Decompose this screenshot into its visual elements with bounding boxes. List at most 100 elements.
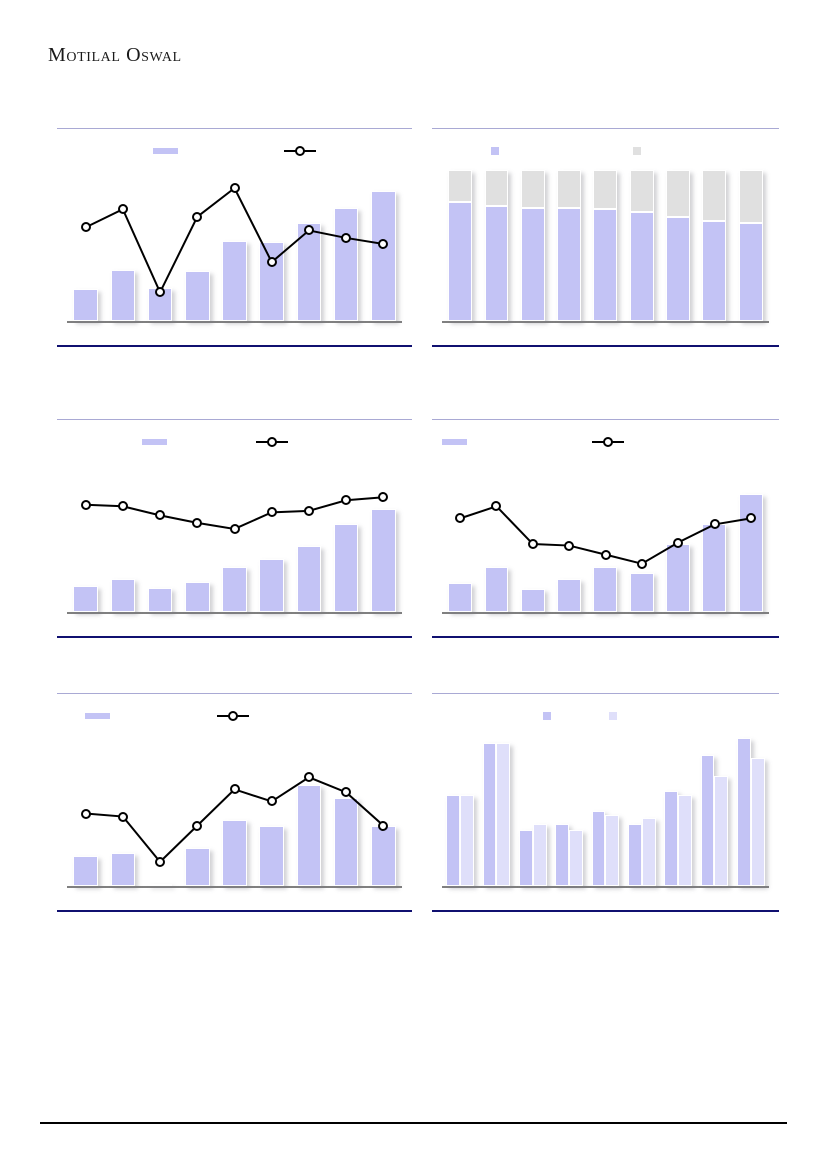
- line-data-point-marker[interactable]: [341, 232, 352, 243]
- bar[interactable]: [593, 566, 618, 612]
- bar-segment-lower[interactable]: [557, 207, 582, 321]
- line-data-point-marker[interactable]: [378, 238, 389, 249]
- stacked-bar[interactable]: [666, 170, 691, 321]
- stacked-bar[interactable]: [702, 170, 727, 321]
- bar-segment-lower[interactable]: [593, 209, 618, 321]
- line-data-point-marker[interactable]: [491, 501, 502, 512]
- line-data-point-marker[interactable]: [192, 517, 203, 528]
- line-data-point-marker[interactable]: [192, 820, 203, 831]
- bar[interactable]: [520, 589, 545, 612]
- line-data-point-marker[interactable]: [117, 204, 128, 215]
- legend-item[interactable]: [284, 144, 320, 158]
- line-data-point-marker[interactable]: [303, 772, 314, 783]
- bar[interactable]: [296, 784, 322, 886]
- legend-item[interactable]: [442, 435, 471, 449]
- bar[interactable]: [628, 824, 642, 886]
- bar-segment-upper[interactable]: [448, 170, 473, 202]
- line-data-point-marker[interactable]: [709, 519, 720, 530]
- bar[interactable]: [333, 798, 359, 886]
- legend-item[interactable]: [142, 435, 171, 449]
- line-data-point-marker[interactable]: [266, 257, 277, 268]
- stacked-bar[interactable]: [448, 170, 473, 321]
- line-data-point-marker[interactable]: [155, 287, 166, 298]
- bar[interactable]: [700, 754, 715, 886]
- bar[interactable]: [460, 795, 474, 886]
- bar[interactable]: [496, 742, 511, 886]
- bar[interactable]: [557, 578, 582, 612]
- stacked-bar[interactable]: [738, 170, 763, 321]
- bar-segment-lower[interactable]: [702, 221, 727, 321]
- bar[interactable]: [184, 271, 210, 321]
- line-data-point-marker[interactable]: [341, 495, 352, 506]
- bar[interactable]: [591, 810, 606, 886]
- bar[interactable]: [484, 566, 509, 612]
- bar[interactable]: [73, 289, 98, 321]
- bar[interactable]: [519, 830, 533, 886]
- line-data-point-marker[interactable]: [266, 796, 277, 807]
- bar[interactable]: [259, 559, 284, 612]
- stacked-bar[interactable]: [484, 170, 509, 321]
- legend-item[interactable]: [216, 709, 253, 723]
- bar[interactable]: [184, 848, 210, 886]
- legend-item[interactable]: [85, 709, 114, 723]
- line-data-point-marker[interactable]: [378, 492, 389, 503]
- bar[interactable]: [222, 566, 247, 612]
- bar-segment-lower[interactable]: [629, 212, 654, 321]
- bar[interactable]: [371, 191, 396, 321]
- bar[interactable]: [184, 581, 210, 612]
- bar[interactable]: [664, 790, 679, 886]
- bar-segment-lower[interactable]: [520, 207, 545, 321]
- bar-segment-upper[interactable]: [557, 170, 582, 208]
- bar[interactable]: [110, 852, 136, 886]
- bar[interactable]: [555, 824, 570, 886]
- bar-segment-upper[interactable]: [629, 170, 654, 213]
- line-data-point-marker[interactable]: [303, 225, 314, 236]
- bar[interactable]: [448, 583, 473, 612]
- line-data-point-marker[interactable]: [155, 510, 166, 521]
- line-data-point-marker[interactable]: [303, 505, 314, 516]
- bar[interactable]: [605, 815, 620, 886]
- bar[interactable]: [629, 572, 654, 612]
- bar[interactable]: [736, 738, 751, 886]
- bar[interactable]: [73, 586, 98, 612]
- bar-segment-upper[interactable]: [484, 170, 509, 207]
- bar[interactable]: [446, 795, 461, 886]
- line-data-point-marker[interactable]: [229, 183, 240, 194]
- legend-item[interactable]: [490, 144, 503, 158]
- bar-segment-lower[interactable]: [448, 201, 473, 321]
- bar[interactable]: [482, 742, 497, 886]
- line-data-point-marker[interactable]: [117, 501, 128, 512]
- bar[interactable]: [222, 240, 247, 321]
- bar[interactable]: [569, 830, 583, 886]
- line-data-point-marker[interactable]: [455, 513, 466, 524]
- line-data-point-marker[interactable]: [527, 539, 538, 550]
- bar[interactable]: [222, 819, 247, 886]
- bar[interactable]: [678, 795, 692, 886]
- line-data-point-marker[interactable]: [229, 784, 240, 795]
- bar-segment-lower[interactable]: [666, 216, 691, 321]
- line-data-point-marker[interactable]: [564, 540, 575, 551]
- bar[interactable]: [333, 524, 359, 612]
- line-data-point-marker[interactable]: [745, 513, 756, 524]
- bar-segment-upper[interactable]: [520, 170, 545, 208]
- line-data-point-marker[interactable]: [117, 811, 128, 822]
- bar[interactable]: [371, 825, 396, 886]
- bar-segment-upper[interactable]: [738, 170, 763, 223]
- bar[interactable]: [296, 545, 322, 612]
- line-data-point-marker[interactable]: [673, 537, 684, 548]
- line-data-point-marker[interactable]: [229, 523, 240, 534]
- line-data-point-marker[interactable]: [266, 507, 277, 518]
- line-data-point-marker[interactable]: [636, 558, 647, 569]
- legend-item[interactable]: [608, 709, 621, 723]
- stacked-bar[interactable]: [593, 170, 618, 321]
- legend-item[interactable]: [152, 144, 182, 158]
- bar[interactable]: [641, 818, 656, 886]
- bar[interactable]: [714, 775, 729, 886]
- bar-segment-upper[interactable]: [593, 170, 618, 210]
- bar-segment-lower[interactable]: [484, 206, 509, 321]
- bar[interactable]: [147, 587, 173, 612]
- bar-segment-lower[interactable]: [738, 222, 763, 321]
- bar[interactable]: [73, 855, 98, 886]
- legend-item[interactable]: [255, 435, 292, 449]
- bar-segment-upper[interactable]: [666, 170, 691, 217]
